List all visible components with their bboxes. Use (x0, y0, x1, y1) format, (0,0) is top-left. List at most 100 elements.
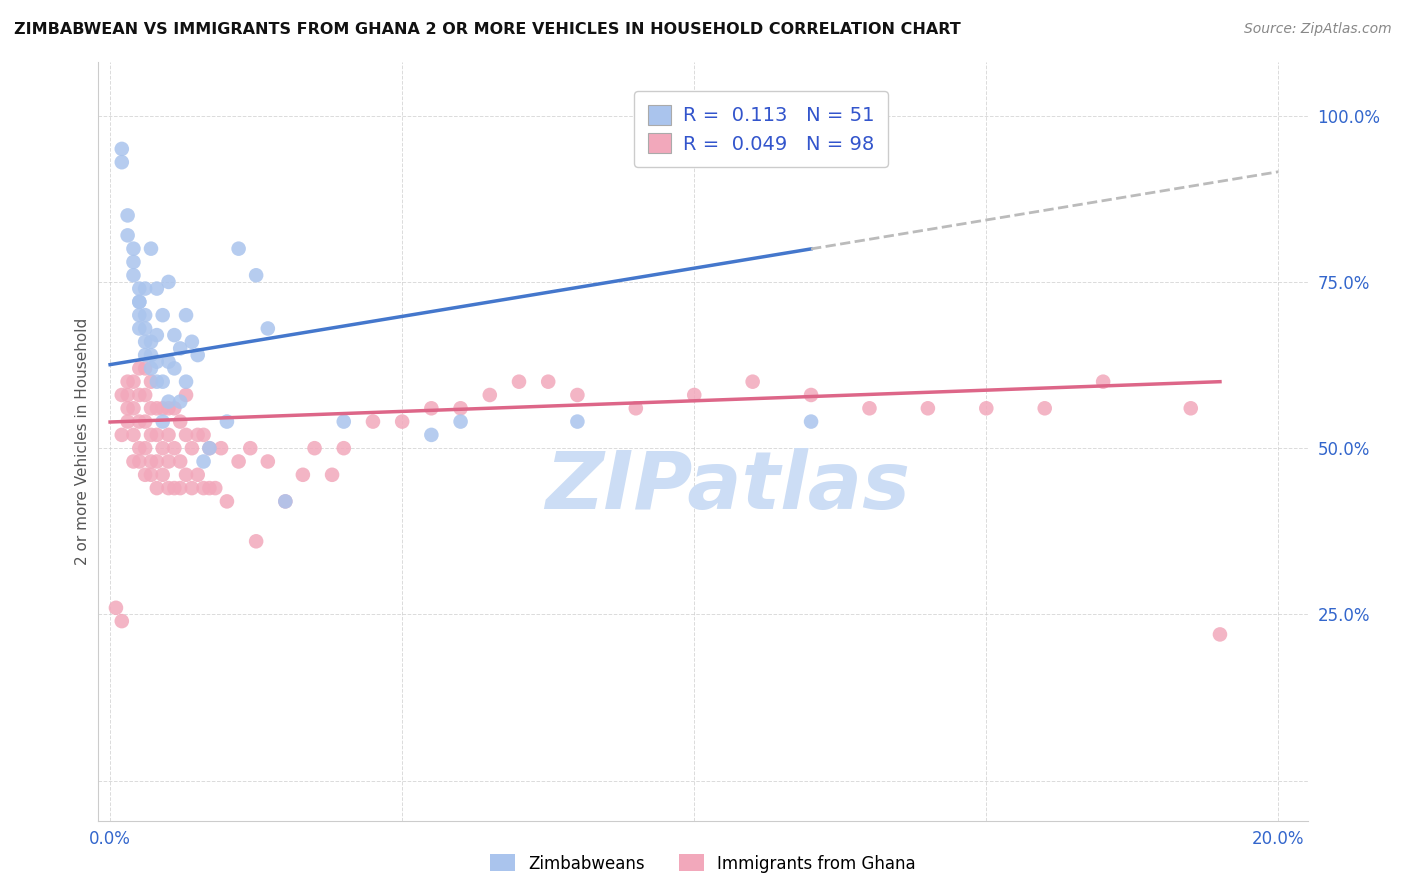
Point (111, 155, 134, 169)
Point (134, 282, 156, 296)
Point (332, 415, 354, 429)
Point (1180, 401, 1202, 416)
Point (508, 375, 530, 389)
Point (128, 415, 150, 429)
Point (111, 142, 134, 156)
Point (163, 401, 186, 416)
Point (157, 394, 180, 409)
Point (152, 415, 174, 429)
Point (134, 388, 156, 402)
Point (122, 268, 145, 283)
Legend: Zimbabweans, Immigrants from Ghana: Zimbabweans, Immigrants from Ghana (484, 847, 922, 880)
Point (174, 467, 197, 482)
Point (174, 375, 197, 389)
Point (134, 334, 156, 349)
Point (478, 388, 501, 402)
Point (122, 401, 145, 416)
Point (1209, 627, 1232, 641)
Point (245, 268, 267, 283)
Point (146, 428, 169, 442)
Point (450, 401, 472, 416)
Point (174, 388, 197, 402)
Point (134, 308, 156, 322)
Point (198, 441, 221, 455)
Point (198, 441, 221, 455)
Point (111, 614, 134, 628)
Point (122, 242, 145, 256)
Point (146, 375, 169, 389)
Point (128, 321, 150, 335)
Point (198, 481, 221, 495)
Text: ZIMBABWEAN VS IMMIGRANTS FROM GHANA 2 OR MORE VEHICLES IN HOUSEHOLD CORRELATION : ZIMBABWEAN VS IMMIGRANTS FROM GHANA 2 OR… (14, 22, 960, 37)
Point (741, 375, 763, 389)
Point (117, 228, 139, 243)
Point (304, 441, 326, 455)
Point (683, 388, 706, 402)
Point (128, 282, 150, 296)
Point (450, 415, 472, 429)
Point (134, 361, 156, 376)
Point (139, 401, 162, 416)
Point (146, 401, 169, 416)
Point (134, 321, 156, 335)
Point (180, 481, 202, 495)
Point (917, 401, 939, 416)
Point (152, 441, 174, 455)
Point (117, 388, 139, 402)
Point (122, 428, 145, 442)
Point (152, 375, 174, 389)
Point (146, 282, 169, 296)
Text: ZIPatlas: ZIPatlas (544, 448, 910, 526)
Point (193, 481, 215, 495)
Point (420, 401, 443, 416)
Point (128, 441, 150, 455)
Point (187, 467, 209, 482)
Point (146, 355, 169, 369)
Point (117, 208, 139, 222)
Point (256, 454, 278, 468)
Point (274, 494, 297, 508)
Point (139, 467, 162, 482)
Point (122, 255, 145, 269)
Point (157, 355, 180, 369)
Point (146, 454, 169, 468)
Point (537, 375, 560, 389)
Point (800, 388, 823, 402)
Point (209, 441, 232, 455)
Point (128, 361, 150, 376)
Point (139, 454, 162, 468)
Point (174, 308, 197, 322)
Point (163, 481, 186, 495)
Point (858, 401, 880, 416)
Point (245, 534, 267, 549)
Point (420, 428, 443, 442)
Point (1092, 375, 1115, 389)
Point (157, 454, 180, 468)
Point (128, 294, 150, 309)
Point (169, 342, 191, 356)
Point (111, 388, 134, 402)
Point (180, 334, 202, 349)
Point (157, 275, 180, 289)
Point (104, 600, 127, 615)
Point (134, 415, 156, 429)
Point (157, 428, 180, 442)
Point (146, 328, 169, 343)
Point (139, 428, 162, 442)
Point (169, 394, 191, 409)
Point (204, 481, 226, 495)
Point (139, 375, 162, 389)
Point (128, 454, 150, 468)
Point (163, 328, 186, 343)
Point (800, 415, 823, 429)
Point (180, 441, 202, 455)
Point (361, 415, 384, 429)
Point (152, 308, 174, 322)
Point (174, 428, 197, 442)
Point (122, 375, 145, 389)
Point (157, 481, 180, 495)
Point (117, 401, 139, 416)
Point (163, 361, 186, 376)
Point (128, 308, 150, 322)
Point (567, 388, 589, 402)
